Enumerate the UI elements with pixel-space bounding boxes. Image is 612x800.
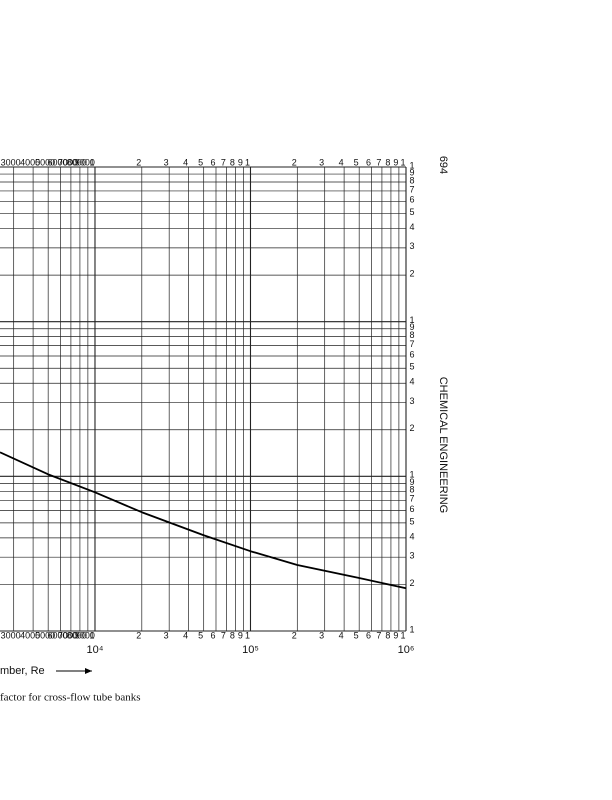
y-tick-label: 4 [409,531,414,541]
x-major-label: 10⁵ [242,644,259,656]
x-tick-label-bottom: 2 [136,630,141,640]
x-axis-label: mber, Re [0,665,45,677]
x-tick-label-bottom: 3 [164,630,169,640]
x-major-label: 10⁶ [398,644,415,656]
y-tick-label: 1 [409,624,414,634]
x-tick-label-top: 4 [339,157,344,167]
x-tick-label-bottom: 1 [89,630,94,640]
x-tick-label-top: 2 [292,157,297,167]
x-tick-label-top: 9000 [75,157,95,167]
x-tick-label-top: 5 [354,157,359,167]
y-tick-label: 7 [409,184,414,194]
x-tick-label-bottom: 9 [238,630,243,640]
page-number: 694 [437,156,449,174]
x-tick-label-top: 9 [393,157,398,167]
x-tick-label-bottom: 2 [292,630,297,640]
x-tick-label-top: 7 [221,157,226,167]
y-tick-label: 9 [409,322,414,332]
y-tick-label: 8 [409,330,414,340]
x-tick-label-bottom: 3000 [1,630,21,640]
y-tick-label: 5 [409,207,414,217]
x-tick-label-top: 4 [183,157,188,167]
y-tick-label: 5 [409,362,414,372]
x-tick-label-bottom: 7 [376,630,381,640]
x-major-label: 10⁴ [87,644,104,656]
y-tick-label: 1 [409,470,414,480]
x-tick-label-bottom: 8 [230,630,235,640]
x-tick-label-top: 8000 [67,157,87,167]
x-tick-label-bottom: 6 [210,630,215,640]
y-tick-label: 6 [409,504,414,514]
y-tick-label: 7 [409,339,414,349]
x-tick-label-top: 7 [376,157,381,167]
x-tick-label-bottom: 1 [400,630,405,640]
x-tick-label-bottom: 7 [221,630,226,640]
x-tick-label-top: 6000 [47,157,67,167]
x-tick-label-top: 8 [230,157,235,167]
y-tick-label: 3 [409,396,414,406]
x-tick-label-top: 2 [136,157,141,167]
y-tick-label: 4 [409,377,414,387]
y-tick-label: 6 [409,349,414,359]
x-tick-label-bottom: 8 [385,630,390,640]
x-tick-label-bottom: 9000 [75,630,95,640]
y-tick-label: 3 [409,551,414,561]
y-tick-label: 5 [409,516,414,526]
x-tick-label-bottom: 1 [245,630,250,640]
x-tick-label-bottom: 5 [354,630,359,640]
x-tick-label-bottom: 9 [393,630,398,640]
caption: factor for cross-flow tube banks [0,692,141,704]
x-tick-label-bottom: 3 [319,630,324,640]
y-tick-label: 1 [409,160,414,170]
y-tick-label: 8 [409,485,414,495]
x-tick-label-top: 3 [319,157,324,167]
y-tick-label: 9 [409,477,414,487]
x-tick-label-bottom: 6 [366,630,371,640]
x-tick-label-bottom: 4 [339,630,344,640]
x-tick-label-top: 6 [210,157,215,167]
y-tick-label: 2 [409,268,414,278]
y-tick-label: 3 [409,241,414,251]
x-tick-label-bottom: 5000 [35,630,55,640]
curve [0,451,407,590]
x-tick-label-top: 5000 [35,157,55,167]
x-tick-label-top: 6 [366,157,371,167]
x-tick-label-top: 3 [164,157,169,167]
x-tick-label-top: 3000 [1,157,21,167]
y-tick-label: 6 [409,195,414,205]
x-tick-label-bottom: 7000 [58,630,78,640]
x-tick-label-bottom: 4 [183,630,188,640]
x-tick-label-top: 7000 [58,157,78,167]
x-tick-label-top: 8 [385,157,390,167]
x-tick-label-top: 4000 [20,157,40,167]
running-head: CHEMICAL ENGINEERING [437,377,449,514]
y-tick-label: 2 [409,423,414,433]
x-tick-label-top: 5 [198,157,203,167]
x-tick-label-top: 1 [400,157,405,167]
x-tick-label-top: 1 [89,157,94,167]
y-tick-label: 1 [409,315,414,325]
x-tick-label-bottom: 8000 [67,630,87,640]
y-tick-label: 2 [409,578,414,588]
x-tick-label-bottom: 6000 [47,630,67,640]
y-tick-label: 4 [409,222,414,232]
y-tick-label: 7 [409,494,414,504]
x-tick-label-bottom: 5 [198,630,203,640]
x-tick-label-bottom: 4000 [20,630,40,640]
y-tick-label: 9 [409,167,414,177]
arrow-head [85,668,92,674]
y-tick-label: 8 [409,175,414,185]
x-tick-label-top: 1 [245,157,250,167]
x-tick-label-top: 9 [238,157,243,167]
